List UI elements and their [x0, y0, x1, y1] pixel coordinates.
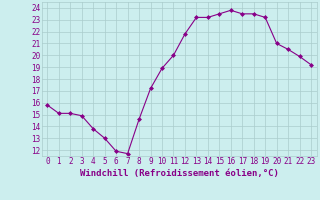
X-axis label: Windchill (Refroidissement éolien,°C): Windchill (Refroidissement éolien,°C) [80, 169, 279, 178]
